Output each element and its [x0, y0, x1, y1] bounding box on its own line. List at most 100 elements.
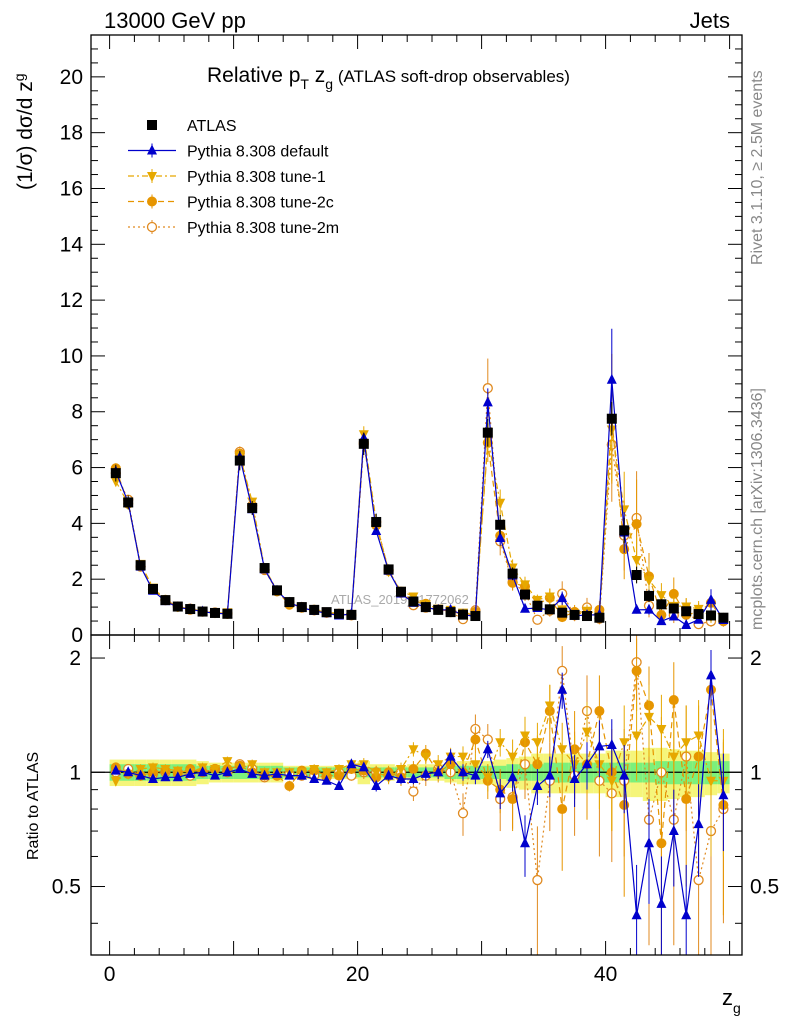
legend-marker — [147, 120, 157, 130]
series-marker-ratio — [408, 745, 419, 756]
series-marker-ratio — [408, 786, 419, 797]
data-marker — [544, 604, 555, 615]
series-marker-ratio — [148, 763, 158, 774]
series-marker-main — [644, 576, 654, 587]
series-marker-ratio — [247, 767, 258, 778]
series-marker-ratio — [631, 909, 642, 920]
header-left-label: 13000 GeV pp — [104, 8, 246, 33]
series-marker-main — [656, 591, 667, 602]
series-marker-main — [631, 603, 642, 614]
series-marker-ratio — [582, 758, 592, 769]
y-tick-label: 2 — [71, 568, 83, 591]
series-marker-ratio — [656, 838, 667, 849]
series-marker-ratio — [619, 738, 630, 749]
series-marker-ratio — [681, 738, 692, 749]
data-marker — [458, 609, 468, 620]
y-tick-label: 18 — [60, 122, 83, 145]
series-marker-ratio — [619, 769, 630, 780]
series-marker-ratio — [160, 765, 171, 776]
rivet-label: Rivet 3.1.10, ≥ 2.5M events — [749, 70, 766, 265]
y-tick-label: 8 — [71, 401, 83, 424]
data-marker — [681, 606, 692, 617]
series-marker-ratio — [272, 767, 282, 778]
data-marker — [557, 607, 568, 618]
series-marker-ratio — [693, 731, 704, 742]
data-marker — [594, 612, 605, 623]
series-marker-ratio — [110, 776, 121, 787]
series-marker-ratio — [656, 725, 667, 736]
series-marker-ratio — [681, 794, 692, 805]
series-marker-ratio — [396, 765, 406, 776]
legend-marker — [147, 144, 157, 155]
analysis-watermark: ATLAS_2019_I1772062 — [331, 592, 469, 607]
series-marker-ratio — [582, 727, 592, 738]
data-marker — [110, 468, 121, 479]
data-marker — [606, 413, 617, 424]
legend-entry-label: Pythia 8.308 tune-2c — [187, 195, 334, 212]
series-marker-ratio — [408, 764, 419, 775]
data-marker — [160, 595, 171, 606]
series-marker-main — [482, 396, 493, 407]
series-marker-ratio — [668, 695, 679, 706]
series-marker-ratio — [606, 738, 617, 749]
series-marker-main — [495, 498, 506, 509]
series-marker-ratio — [569, 773, 580, 784]
series-marker-ratio — [259, 769, 270, 780]
series-marker-ratio — [532, 738, 543, 749]
data-marker — [383, 564, 394, 575]
ratio-y-tick-label-right: 2 — [750, 647, 762, 670]
series-marker-ratio — [284, 781, 295, 792]
ratio-frame — [90, 634, 743, 956]
y-tick-label: 10 — [60, 345, 83, 368]
series-marker-ratio — [718, 789, 729, 800]
series-marker-ratio — [371, 780, 382, 791]
data-marker — [346, 609, 357, 620]
data-marker — [247, 503, 258, 514]
series-marker-ratio — [123, 766, 134, 777]
data-marker — [482, 427, 493, 438]
series-marker-ratio — [644, 712, 654, 723]
series-marker-main — [631, 519, 642, 529]
y-tick-label: 12 — [60, 289, 83, 312]
ratio-y-tick-label-right: 1 — [750, 761, 762, 784]
data-marker — [148, 583, 158, 594]
series-marker-ratio — [458, 752, 468, 763]
series-marker-ratio — [296, 769, 307, 780]
data-marker — [495, 519, 506, 530]
series-marker-ratio — [557, 804, 568, 815]
legend-entry-label: Pythia 8.308 tune-2m — [187, 220, 339, 237]
series-marker-ratio — [544, 701, 555, 712]
x-tick-label: 0 — [104, 963, 116, 986]
series-marker-ratio — [185, 767, 196, 778]
series-marker-ratio — [594, 706, 605, 717]
series-marker-ratio — [606, 776, 617, 787]
data-marker — [123, 497, 134, 508]
data-marker — [569, 609, 580, 620]
data-marker — [222, 608, 233, 619]
mcplots-label: mcplots.cern.ch [arXiv:1306.3436] — [749, 388, 766, 630]
series-marker-main — [656, 610, 667, 621]
series-marker-ratio — [334, 765, 344, 776]
data-marker — [197, 606, 208, 617]
series-marker-ratio — [197, 766, 208, 777]
series-marker-ratio — [309, 773, 320, 784]
series-marker-ratio — [706, 776, 716, 787]
series-marker-ratio — [668, 825, 679, 836]
series-marker-main — [507, 577, 518, 588]
series-marker-ratio — [520, 837, 530, 848]
series-marker-ratio — [445, 750, 456, 761]
series-marker-ratio — [433, 760, 444, 771]
series-marker-ratio — [408, 773, 419, 784]
series-marker-ratio — [222, 757, 233, 768]
series-marker-ratio — [433, 766, 444, 777]
data-marker — [631, 570, 642, 580]
series-marker-ratio — [371, 768, 382, 779]
series-marker-main — [656, 615, 667, 626]
series-marker-ratio — [631, 731, 642, 742]
series-marker-ratio — [544, 769, 555, 780]
legend: ATLAS Pythia 8.308 default Pythia 8.308 tu… — [128, 118, 339, 237]
series-marker-ratio — [470, 760, 481, 771]
series-marker-main — [520, 580, 530, 591]
